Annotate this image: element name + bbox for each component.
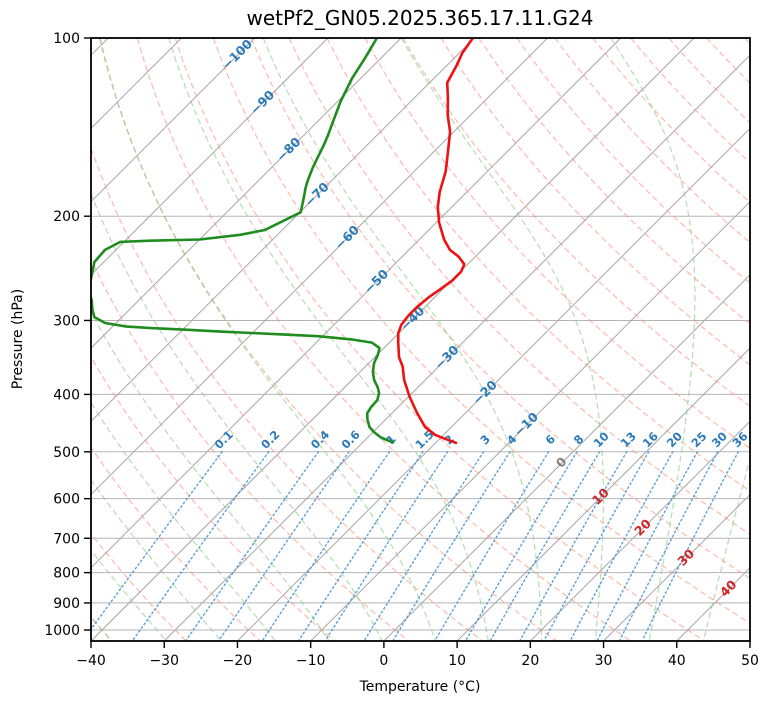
dry-adiabat-140 xyxy=(554,38,750,244)
x-tick-label-40: 40 xyxy=(668,653,686,669)
moist-adiabat--32.5 xyxy=(91,549,168,641)
mixing-ratio-line-30 xyxy=(619,451,719,641)
dry-adiabat-0 xyxy=(91,258,410,641)
mixing-ratio-lines xyxy=(91,451,739,641)
mixing-ratio-line-25 xyxy=(596,451,698,641)
dry-adiabat-150 xyxy=(592,38,750,204)
isotherm--90 xyxy=(91,38,329,276)
moist-adiabat--25 xyxy=(91,479,222,641)
dry-adiabat-10 xyxy=(91,146,484,641)
y-tick-label-100: 100 xyxy=(53,31,80,47)
mixing-ratio-line-0.2 xyxy=(132,451,270,641)
y-tick-label-200: 200 xyxy=(53,209,80,225)
mixing-ratio-line-0.6 xyxy=(218,451,350,641)
x-tick-label--20: −20 xyxy=(223,653,253,669)
moist-adiabat-12.5 xyxy=(168,38,489,641)
dry-adiabat-110 xyxy=(440,38,750,366)
y-tick-label-400: 400 xyxy=(53,387,80,403)
plot-border xyxy=(90,37,751,642)
dry-adiabat-30 xyxy=(136,38,632,641)
dry-adiabat--20 xyxy=(91,446,262,641)
x-tick-label--10: −10 xyxy=(296,653,326,669)
moist-adiabat--2.5 xyxy=(91,192,383,641)
x-tick-label-50: 50 xyxy=(741,653,759,669)
mixing-ratio-line-0.4 xyxy=(185,451,320,641)
dry-adiabat-70 xyxy=(288,38,750,536)
mixing-ratio-line-1 xyxy=(262,451,391,641)
x-tick-label--40: −40 xyxy=(76,653,106,669)
x-tick-label-30: 30 xyxy=(595,653,613,669)
mixing-ratio-line-1.5 xyxy=(298,451,424,641)
isotherm--20 xyxy=(237,127,750,641)
isotherm-lines xyxy=(91,38,750,641)
isotherm-0 xyxy=(383,274,750,641)
dry-adiabat-40 xyxy=(174,38,706,641)
y-tick-label-800: 800 xyxy=(53,566,80,582)
isotherm--50 xyxy=(91,38,622,569)
isotherm-10 xyxy=(456,347,750,641)
dry-adiabat-80 xyxy=(326,38,750,492)
dry-adiabats xyxy=(91,38,750,641)
dry-adiabat--30 xyxy=(91,532,187,641)
mixing-ratio-line-8 xyxy=(465,451,578,641)
mixing-ratio-line-16 xyxy=(543,451,650,641)
dry-adiabat-50 xyxy=(212,38,750,624)
mixing-ratio-line-10 xyxy=(490,451,601,641)
x-tick-label-0: 0 xyxy=(379,653,388,669)
moist-adiabat-5 xyxy=(99,38,436,641)
mixing-ratio-line-36 xyxy=(641,451,739,641)
moist-adiabat-42.5 xyxy=(702,456,750,641)
x-tick-label-10: 10 xyxy=(448,653,466,669)
dry-adiabat-120 xyxy=(478,38,750,325)
dewpoint-line xyxy=(91,38,395,444)
y-axis-ticks: 100 200 300 400 500 600 700 800 900 1000 xyxy=(44,31,91,639)
isotherm--60 xyxy=(91,38,548,496)
x-axis-label: Temperature (°C) xyxy=(359,679,481,695)
mixing-ratio-line-3 xyxy=(363,451,485,641)
isotherm--80 xyxy=(91,38,402,349)
moist-adiabat--17.5 xyxy=(91,401,277,641)
sounding-profiles xyxy=(91,38,475,445)
moist-adiabats xyxy=(91,38,750,641)
y-tick-label-1000: 1000 xyxy=(44,623,80,639)
moist-adiabat-35 xyxy=(610,38,696,641)
mixing-ratio-line-4 xyxy=(392,451,511,641)
y-tick-label-300: 300 xyxy=(53,313,80,329)
mixing-ratio-line-13 xyxy=(519,451,628,641)
x-axis-ticks: −40 −30 −20 −10 0 10 20 30 40 50 xyxy=(76,641,759,669)
mixing-ratio-line-2 xyxy=(325,451,449,641)
dry-adiabat-90 xyxy=(364,38,750,450)
temperature-line xyxy=(396,38,475,445)
isotherm-20 xyxy=(529,420,750,641)
y-tick-label-500: 500 xyxy=(53,445,80,461)
y-tick-label-900: 900 xyxy=(53,596,80,612)
isotherm--100 xyxy=(91,38,256,203)
y-tick-label-700: 700 xyxy=(53,531,80,547)
pressure-gridlines xyxy=(91,38,750,631)
mixing-ratio-line-6 xyxy=(434,451,550,641)
x-tick-label--30: −30 xyxy=(149,653,179,669)
y-axis-label: Pressure (hPa) xyxy=(10,289,26,389)
isotherm--40 xyxy=(91,38,695,641)
plot-title: wetPf2_GN05.2025.365.17.11.G24 xyxy=(247,6,594,30)
isotherm-30 xyxy=(603,493,750,641)
x-tick-label-20: 20 xyxy=(521,653,539,669)
moist-adiabat-27.5 xyxy=(400,38,605,641)
isotherm--70 xyxy=(91,38,475,423)
mixing-ratio-line-20 xyxy=(569,451,674,641)
y-tick-label-600: 600 xyxy=(53,492,80,508)
axes-frame xyxy=(90,37,751,642)
